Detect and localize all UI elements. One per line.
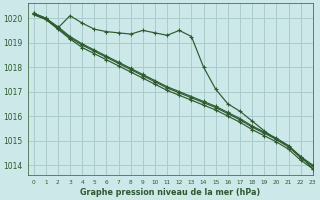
X-axis label: Graphe pression niveau de la mer (hPa): Graphe pression niveau de la mer (hPa) bbox=[80, 188, 260, 197]
